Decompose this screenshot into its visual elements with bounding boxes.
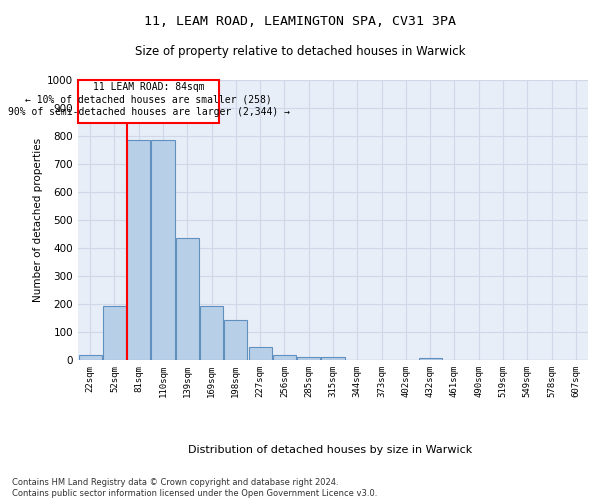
Bar [322, 357, 344, 360]
Bar [297, 356, 320, 360]
Bar [176, 238, 199, 360]
Bar [224, 320, 247, 360]
Text: Size of property relative to detached houses in Warwick: Size of property relative to detached ho… [135, 45, 465, 58]
Text: Distribution of detached houses by size in Warwick: Distribution of detached houses by size … [188, 445, 472, 455]
Text: ← 10% of detached houses are smaller (258): ← 10% of detached houses are smaller (25… [25, 94, 272, 104]
Text: 90% of semi-detached houses are larger (2,344) →: 90% of semi-detached houses are larger (… [8, 106, 290, 117]
Text: Contains HM Land Registry data © Crown copyright and database right 2024.
Contai: Contains HM Land Registry data © Crown c… [12, 478, 377, 498]
Bar [273, 355, 296, 360]
FancyBboxPatch shape [79, 80, 219, 122]
Bar [200, 306, 223, 360]
Bar [79, 355, 101, 360]
Text: 11, LEAM ROAD, LEAMINGTON SPA, CV31 3PA: 11, LEAM ROAD, LEAMINGTON SPA, CV31 3PA [144, 15, 456, 28]
Bar [127, 140, 150, 360]
Bar [248, 346, 272, 360]
Bar [151, 140, 175, 360]
Bar [419, 358, 442, 360]
Text: 11 LEAM ROAD: 84sqm: 11 LEAM ROAD: 84sqm [93, 82, 205, 92]
Y-axis label: Number of detached properties: Number of detached properties [33, 138, 43, 302]
Bar [103, 306, 126, 360]
